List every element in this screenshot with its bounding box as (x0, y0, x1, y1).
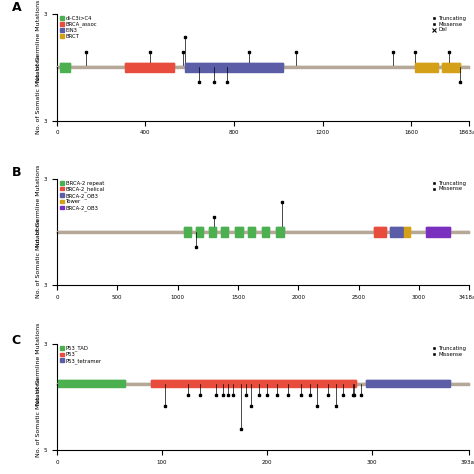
Y-axis label: No. of Germline Mutations: No. of Germline Mutations (36, 323, 41, 405)
Bar (196, 228, 203, 237)
Bar (404, 228, 410, 237)
Text: P53: P53 (246, 381, 261, 387)
Legend: Truncating, Missense, Del: Truncating, Missense, Del (432, 16, 466, 32)
Text: P53_tet: P53_tet (393, 380, 423, 387)
Bar (236, 228, 243, 237)
Text: BRCT: BRCT (416, 64, 437, 71)
Bar (390, 228, 403, 237)
Bar (57, 383, 469, 384)
Y-axis label: No. of Somatic Mutations: No. of Somatic Mutations (36, 377, 41, 456)
Bar (416, 63, 438, 72)
Bar (57, 66, 469, 68)
Text: B: B (378, 229, 383, 235)
Bar (426, 228, 450, 237)
Bar (58, 380, 125, 387)
Bar (185, 63, 283, 72)
Text: EIN3: EIN3 (225, 64, 243, 71)
Bar (57, 231, 469, 233)
Bar (183, 228, 191, 237)
Bar (236, 228, 243, 237)
Bar (126, 63, 174, 72)
Bar (60, 63, 70, 72)
Y-axis label: No. of Germline Mutations: No. of Germline Mutations (36, 164, 41, 247)
Bar (151, 380, 356, 387)
Bar (374, 228, 386, 237)
Bar (209, 228, 216, 237)
Bar (426, 228, 450, 237)
Bar (57, 383, 469, 384)
Y-axis label: No. of Germline Mutations: No. of Germline Mutations (36, 0, 41, 82)
Bar (209, 228, 216, 237)
Bar (276, 228, 284, 237)
Bar (390, 228, 403, 237)
Bar (404, 228, 410, 237)
Bar (196, 228, 203, 237)
Bar (57, 66, 469, 68)
Bar (262, 228, 269, 237)
Bar (58, 380, 125, 387)
Bar (262, 228, 269, 237)
Bar (247, 228, 255, 237)
Y-axis label: No. of Somatic Mutations: No. of Somatic Mutations (36, 219, 41, 299)
Bar (276, 228, 284, 237)
Bar (416, 63, 438, 72)
Text: BRCT: BRCT (139, 64, 160, 71)
Bar (60, 63, 70, 72)
Legend: Truncating, Missense: Truncating, Missense (432, 346, 466, 356)
Text: B: B (448, 64, 454, 71)
Bar (221, 228, 228, 237)
Bar (366, 380, 450, 387)
Bar (126, 63, 174, 72)
Bar (151, 380, 356, 387)
Text: B: B (11, 166, 21, 179)
Bar (221, 228, 228, 237)
Bar (247, 228, 255, 237)
Text: C: C (11, 334, 21, 347)
Bar (57, 231, 469, 233)
Legend: Truncating, Missense: Truncating, Missense (432, 181, 466, 191)
Y-axis label: No. of Somatic Mutations: No. of Somatic Mutations (36, 55, 41, 134)
Bar (374, 228, 386, 237)
Bar (185, 63, 283, 72)
Text: A: A (11, 1, 21, 14)
Bar (366, 380, 450, 387)
Text: P53: P53 (84, 381, 99, 387)
Bar (442, 63, 460, 72)
Bar (183, 228, 191, 237)
Bar (442, 63, 460, 72)
